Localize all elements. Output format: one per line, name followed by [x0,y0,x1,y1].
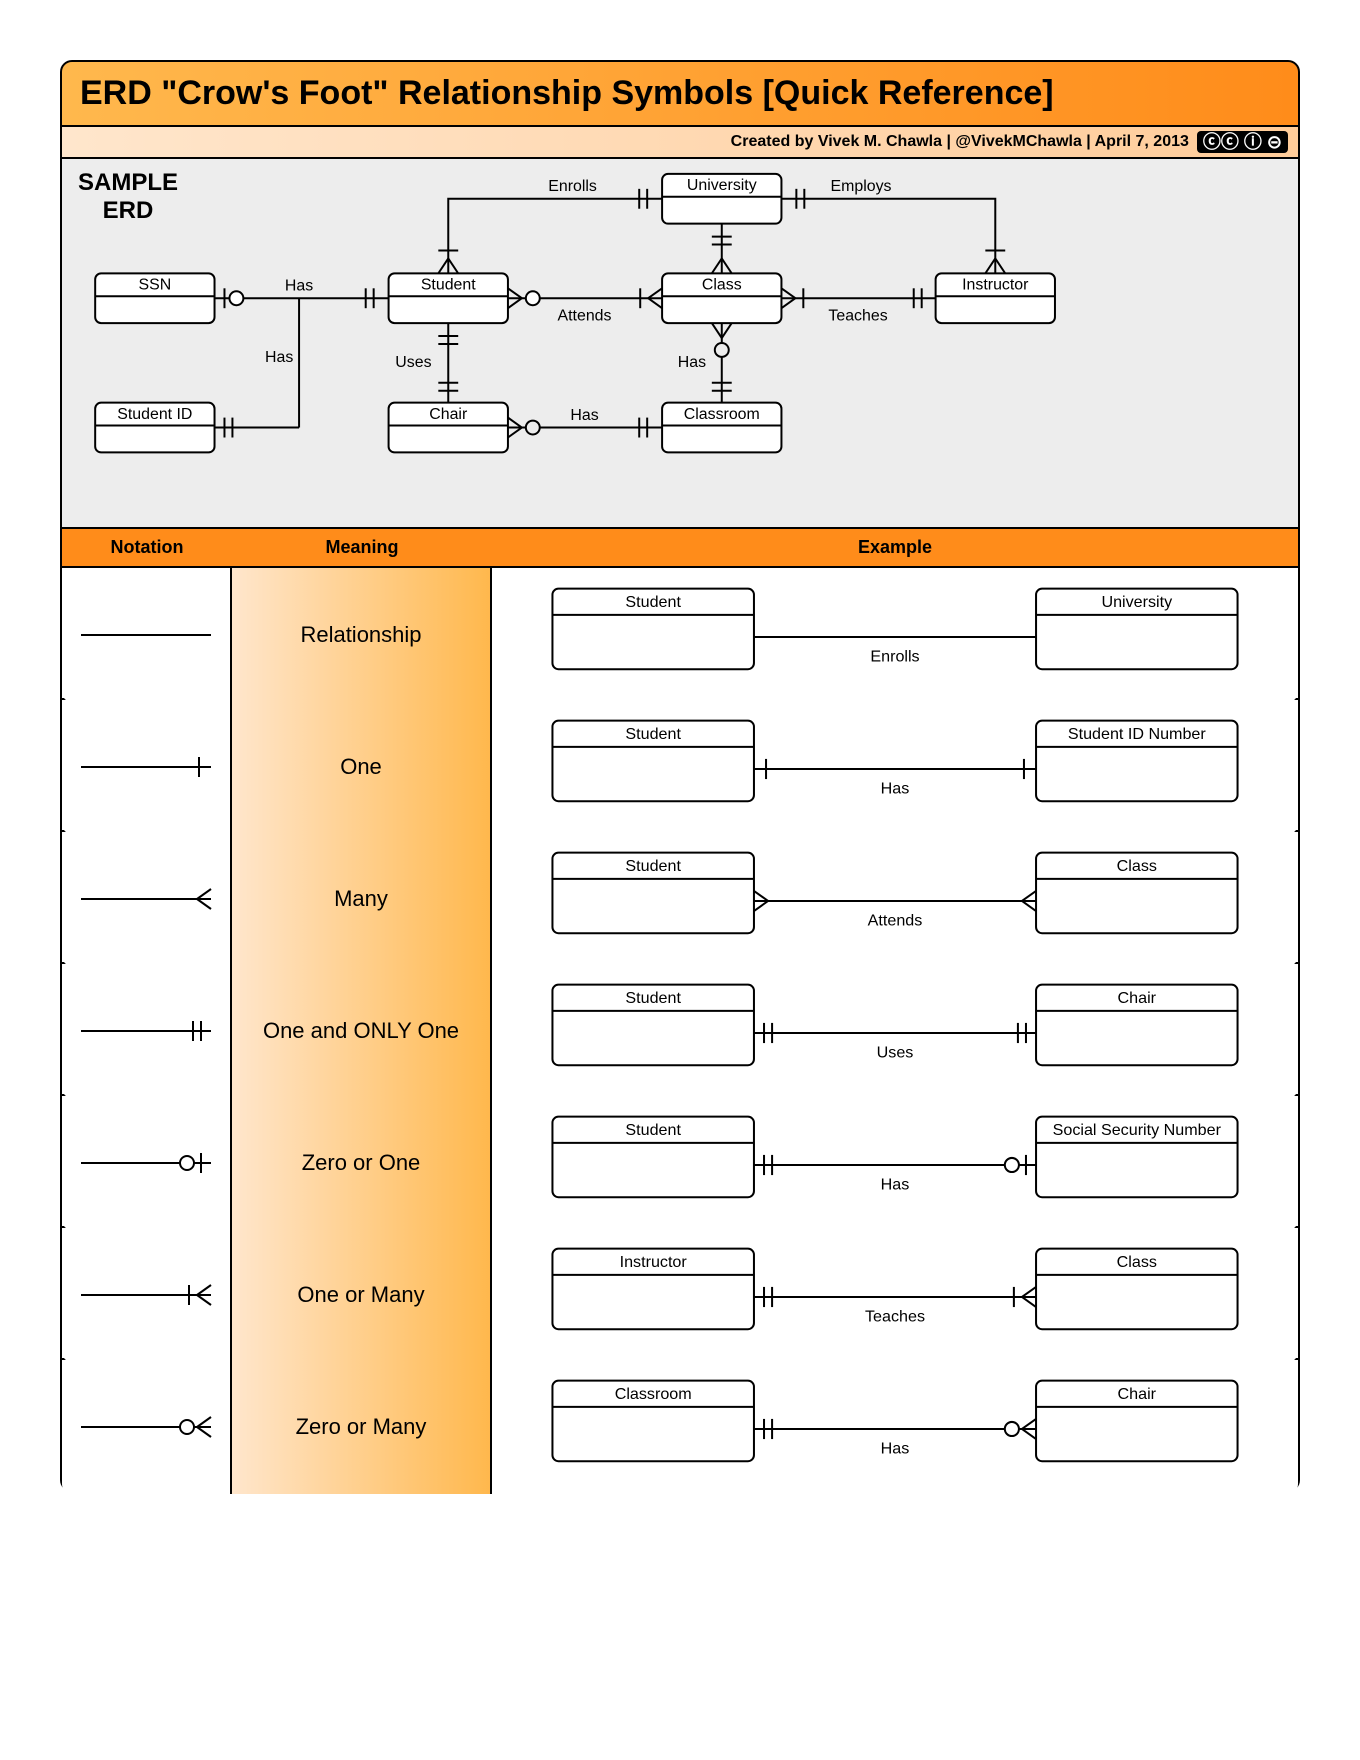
svg-text:Classroom: Classroom [615,1385,692,1403]
svg-text:Class: Class [1117,857,1157,875]
svg-text:Class: Class [1117,1253,1157,1271]
notation-symbol [62,568,232,702]
col-example: Example [492,529,1298,566]
rel-label: Has [265,349,293,366]
svg-text:Enrolls: Enrolls [870,647,919,665]
svg-text:Student ID: Student ID [117,406,192,423]
legend-row: One Student Student ID Number Has [60,700,1300,832]
sample-erd-panel: SAMPLEERD Has Has Uses [60,159,1300,529]
entity-class: Class [662,273,781,323]
svg-text:Uses: Uses [877,1043,914,1061]
entity-ssn: SSN [95,273,214,323]
svg-text:Student ID Number: Student ID Number [1068,725,1207,743]
example-diagram: Student Class Attends [492,832,1298,966]
svg-text:Student: Student [421,277,476,294]
notation-symbol [62,700,232,834]
meaning-label: One and ONLY One [232,964,492,1098]
svg-text:Student: Student [625,1121,681,1139]
example-diagram: Student Student ID Number Has [492,700,1298,834]
legend-row: Many Student Class Attends [60,832,1300,964]
legend-header: Notation Meaning Example [60,529,1300,568]
legend-row: Zero or Many Classroom Chair Has [60,1360,1300,1492]
svg-text:Student: Student [625,725,681,743]
entity-student: Student [389,273,508,323]
svg-text:Student: Student [625,857,681,875]
credit-text: Created by Vivek M. Chawla | @VivekMChaw… [731,133,1189,151]
page: ERD "Crow's Foot" Relationship Symbols [… [0,0,1360,1552]
notation-symbol [62,832,232,966]
rel-label: Has [570,407,598,424]
cc-license-icon: ⓒⓒ ⓘ ⊝ [1197,131,1288,153]
legend-row: One and ONLY One Student Chair Uses [60,964,1300,1096]
svg-text:Teaches: Teaches [865,1307,925,1325]
svg-text:Student: Student [625,989,681,1007]
rel-label: Enrolls [548,178,597,195]
example-diagram: Student Social Security Number Has [492,1096,1298,1230]
meaning-label: Zero or Many [232,1360,492,1494]
svg-text:Chair: Chair [1118,989,1157,1007]
example-diagram: Instructor Class Teaches [492,1228,1298,1362]
erd-panel-title: SAMPLEERD [78,169,178,225]
svg-text:Social Security Number: Social Security Number [1053,1121,1222,1139]
rel-label: Uses [395,354,431,371]
example-diagram: Student Chair Uses [492,964,1298,1098]
rel-label: Has [285,278,313,295]
rel-label: Has [678,354,706,371]
legend-row: One or Many Instructor Class Teaches [60,1228,1300,1360]
svg-text:Classroom: Classroom [684,406,760,423]
col-meaning: Meaning [232,529,492,566]
example-diagram: Student University Enrolls [492,568,1298,702]
svg-text:Has: Has [881,779,910,797]
meaning-label: One or Many [232,1228,492,1362]
credit-bar: Created by Vivek M. Chawla | @VivekMChaw… [60,127,1300,159]
svg-text:Has: Has [881,1439,910,1457]
col-notation: Notation [62,529,232,566]
erd-diagram: Has Has Uses Enrolls [62,159,1298,527]
svg-text:Chair: Chair [429,406,468,423]
notation-symbol [62,1228,232,1362]
example-diagram: Classroom Chair Has [492,1360,1298,1494]
svg-text:Instructor: Instructor [962,277,1029,294]
entity-chair: Chair [389,403,508,453]
entity-university: University [662,174,781,224]
meaning-label: Relationship [232,568,492,702]
meaning-label: Many [232,832,492,966]
legend-body: Relationship Student University Enrolls … [60,568,1300,1492]
svg-text:Has: Has [881,1175,910,1193]
entity-classroom: Classroom [662,403,781,453]
page-title: ERD "Crow's Foot" Relationship Symbols [… [80,74,1054,112]
svg-text:Class: Class [702,277,742,294]
notation-symbol [62,964,232,1098]
legend-row: Zero or One Student Social Security Numb… [60,1096,1300,1228]
legend-row: Relationship Student University Enrolls [60,568,1300,700]
svg-text:University: University [1101,593,1173,611]
meaning-label: One [232,700,492,834]
rel-label: Employs [831,178,892,195]
notation-symbol [62,1360,232,1494]
svg-text:Chair: Chair [1118,1385,1157,1403]
title-bar: ERD "Crow's Foot" Relationship Symbols [… [60,60,1300,127]
rel-label: Attends [558,307,612,324]
svg-text:Instructor: Instructor [620,1253,688,1271]
svg-text:Student: Student [625,593,681,611]
rel-label: Teaches [828,307,887,324]
svg-text:SSN: SSN [138,277,171,294]
entity-studentid: Student ID [95,403,214,453]
meaning-label: Zero or One [232,1096,492,1230]
notation-symbol [62,1096,232,1230]
svg-text:Attends: Attends [868,911,923,929]
entity-instructor: Instructor [936,273,1055,323]
svg-text:University: University [687,177,757,194]
